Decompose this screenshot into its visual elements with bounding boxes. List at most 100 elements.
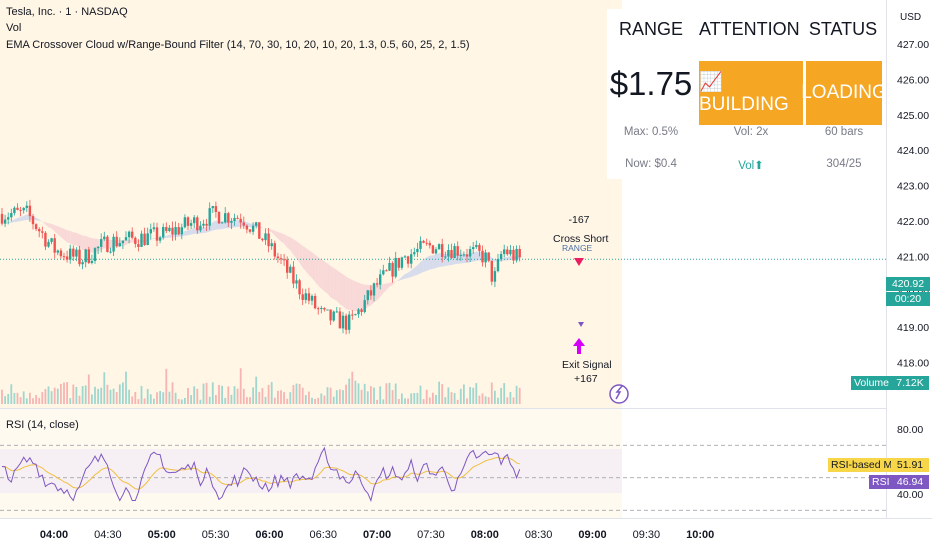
volume-bar [38, 397, 41, 404]
ema-cloud-segment [45, 222, 49, 227]
volume-bar [317, 397, 320, 404]
volume-bar [184, 397, 186, 404]
candle-body [165, 227, 168, 231]
volume-bar [490, 382, 493, 404]
candle-body [56, 250, 59, 253]
rsi-ma-tag-value: 51.91 [891, 458, 929, 472]
ema-cloud-segment [42, 221, 46, 225]
ema-cloud-segment [129, 239, 133, 243]
volume-bar [13, 392, 16, 404]
candle-body [292, 266, 295, 284]
candle-body [512, 249, 515, 261]
ema-cloud-segment [172, 233, 176, 238]
candle-body [115, 236, 118, 247]
volume-indicator-label[interactable]: Vol [6, 22, 22, 34]
candle-body [326, 309, 329, 311]
candle-body [357, 309, 360, 315]
ema-indicator-label[interactable]: EMA Crossover Cloud w/Range-Bound Filter… [6, 39, 470, 51]
volume-bar [308, 391, 310, 404]
volume-bar [208, 396, 211, 404]
volume-bar [246, 397, 248, 404]
volume-bar [469, 386, 471, 404]
volume-bar [345, 384, 347, 404]
volume-bar [506, 397, 509, 404]
candle-body [251, 225, 255, 232]
ema-cloud-segment [14, 218, 18, 223]
candle-body [481, 250, 484, 263]
ema-cloud-segment [82, 235, 86, 250]
rsi-indicator-label[interactable]: RSI (14, close) [6, 419, 79, 431]
candle-body [323, 308, 326, 310]
volume-bar [503, 383, 506, 404]
volume-bar [379, 386, 382, 404]
volume-bar [376, 399, 378, 404]
candle-body [227, 213, 230, 223]
price-tick-label: 422.00 [897, 216, 929, 228]
volume-bar [456, 399, 459, 404]
volume-bar [103, 372, 106, 404]
volume-bar [410, 393, 413, 404]
ema-cloud-segment [346, 276, 350, 310]
rsi-ma-line [1, 456, 520, 490]
volume-bar [56, 388, 59, 404]
volume-bar [159, 390, 161, 404]
ema-cloud-segment [398, 276, 402, 281]
candle-body [87, 249, 90, 263]
volume-bar [475, 383, 478, 404]
candle-body [487, 252, 490, 261]
volume-bar [323, 395, 326, 404]
candle-body [59, 250, 63, 257]
volume-bar [311, 397, 313, 404]
ema-cloud-segment [64, 228, 68, 243]
time-tick-label: 10:00 [686, 529, 714, 541]
volume-bar [19, 397, 22, 404]
symbol-title[interactable]: Tesla, Inc. · 1 · NASDAQ [6, 6, 128, 18]
volume-bar [391, 390, 394, 404]
ema-cloud-segment [60, 227, 64, 240]
volume-bar [494, 390, 496, 404]
candle-body [413, 252, 416, 255]
volume-bar [100, 387, 103, 404]
time-tick-label: 05:00 [148, 529, 176, 541]
candle-body [493, 271, 497, 282]
volume-bar [373, 387, 375, 404]
ema-cloud-segment [184, 230, 188, 236]
vol-up-text: Vol⬆ [738, 160, 764, 172]
volume-bar [115, 392, 118, 404]
ema-cloud-segment [460, 253, 464, 264]
candle-body [69, 248, 72, 260]
range-marker-label: RANGE [562, 243, 593, 253]
candle-body [385, 270, 388, 272]
volume-bar [218, 384, 220, 404]
time-tick-label: 09:00 [578, 529, 606, 541]
candle-body [506, 249, 509, 255]
volume-bar [357, 383, 360, 404]
ema-cloud-segment [39, 219, 43, 222]
volume-bar [425, 389, 428, 404]
ema-cloud-segment [48, 223, 52, 229]
volume-bar [47, 386, 50, 404]
currency-label[interactable]: USD [900, 12, 922, 23]
candle-body [295, 280, 298, 284]
candle-body [211, 206, 214, 209]
ema-cloud-segment [336, 269, 340, 305]
volume-bar [211, 382, 214, 404]
volume-bar [205, 382, 208, 404]
candle-body [468, 249, 472, 257]
volume-bar [329, 387, 332, 404]
volume-bar [50, 391, 53, 404]
ema-cloud-segment [411, 267, 415, 278]
ema-cloud-segment [426, 255, 430, 271]
volume-bar [162, 392, 165, 404]
volume-bar [478, 395, 481, 404]
last-price-tag[interactable]: 420.92 [886, 277, 930, 291]
bolt-icon [615, 385, 623, 400]
rsi-tick-label: 80.00 [897, 424, 923, 436]
candle-body [335, 311, 338, 313]
volume-bar [512, 397, 515, 404]
candle-body [276, 256, 280, 259]
candle-body [348, 314, 351, 330]
volume-bar [342, 390, 344, 404]
volume-bar [298, 383, 301, 404]
